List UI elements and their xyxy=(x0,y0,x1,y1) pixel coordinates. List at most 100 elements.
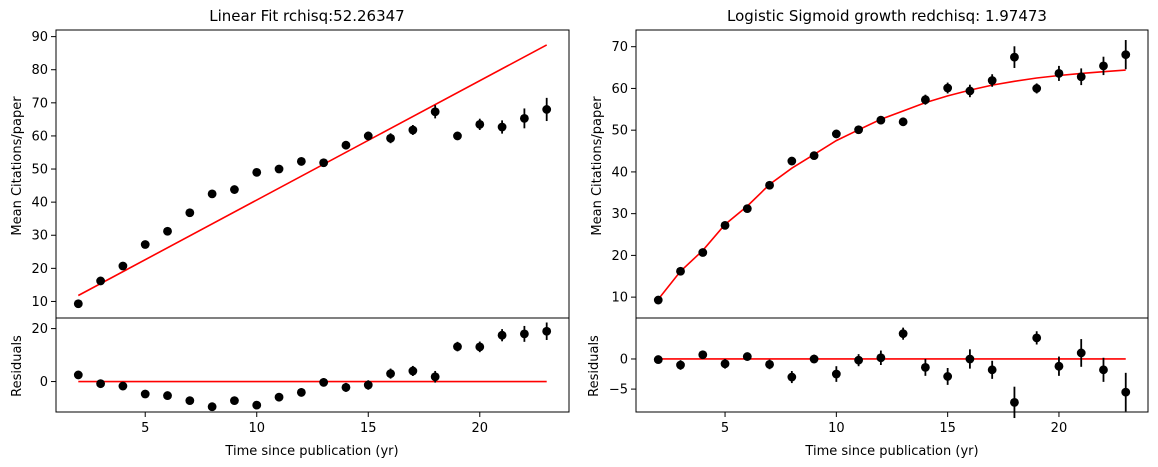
y-tick-label-left: 10 xyxy=(31,295,48,310)
residual-point-right xyxy=(742,352,752,361)
residual-y-tick-label-left: 0 xyxy=(40,375,48,390)
residual-point-left xyxy=(163,391,172,400)
data-point-left xyxy=(185,208,195,218)
residual-point-right xyxy=(854,355,864,365)
data-point-left xyxy=(252,167,262,177)
residual-point-left xyxy=(230,396,239,406)
y-tick-label-right: 20 xyxy=(611,249,628,264)
residual-point-left xyxy=(118,381,128,391)
residual-y-tick-label-right: 0 xyxy=(620,352,628,367)
residual-point-right xyxy=(676,360,685,370)
residual-point-left xyxy=(430,372,440,382)
residual-point-right xyxy=(920,363,930,372)
data-point-right xyxy=(720,220,730,230)
main-axes-frame-left xyxy=(55,29,570,319)
residual-point-left xyxy=(140,389,150,399)
x-tick-label-right: 15 xyxy=(939,421,956,436)
y-tick-label-right: 10 xyxy=(611,291,628,306)
residual-point-left xyxy=(519,329,529,339)
residual-point-right xyxy=(831,369,841,379)
residual-point-right xyxy=(1099,365,1108,375)
data-point-left xyxy=(230,185,239,194)
data-point-left xyxy=(453,131,462,141)
data-point-left xyxy=(274,164,284,174)
y-tick-label-left: 40 xyxy=(31,196,48,211)
residual-point-left xyxy=(341,382,351,392)
data-point-left xyxy=(140,240,150,249)
y-tick-label-right: 50 xyxy=(611,124,628,139)
residual-point-left xyxy=(453,342,462,351)
y-tick-label-left: 80 xyxy=(31,63,48,78)
data-point-right xyxy=(787,156,797,166)
x-tick-label-right: 5 xyxy=(721,421,729,436)
y-tick-label-right: 60 xyxy=(611,82,628,97)
residual-point-right xyxy=(698,350,708,360)
y-tick-label-right: 30 xyxy=(611,207,628,222)
data-point-right xyxy=(965,86,975,96)
y-axis-label-left: Mean Citations/paper xyxy=(10,96,25,236)
residual-y-tick-label-right: −5 xyxy=(609,383,628,398)
data-point-left xyxy=(207,189,217,199)
fit-line-left xyxy=(77,44,548,297)
residual-point-left xyxy=(475,342,485,352)
residual-point-left xyxy=(185,396,195,406)
data-point-right xyxy=(653,295,663,305)
residual-point-left xyxy=(96,379,106,389)
residual-point-left xyxy=(363,380,373,390)
residual-point-right xyxy=(965,354,975,364)
y-tick-label-left: 30 xyxy=(31,229,48,244)
data-point-right xyxy=(1099,61,1108,71)
data-point-right xyxy=(1032,84,1042,93)
residual-y-tick-label-left: 20 xyxy=(31,322,48,337)
x-axis-label-left: Time since publication (yr) xyxy=(224,444,398,459)
data-point-right xyxy=(854,125,864,135)
data-point-left xyxy=(363,131,373,141)
residual-point-right xyxy=(987,365,997,375)
data-point-left xyxy=(341,140,351,150)
data-point-right xyxy=(765,180,774,190)
data-point-left xyxy=(519,113,529,123)
residual-point-left xyxy=(408,366,418,376)
x-tick-label-left: 20 xyxy=(472,421,489,436)
data-point-left xyxy=(73,299,83,309)
y-tick-label-right: 40 xyxy=(611,165,628,180)
data-point-left xyxy=(96,276,106,286)
y-tick-label-left: 50 xyxy=(31,163,48,178)
residual-point-right xyxy=(1076,348,1086,358)
data-point-right xyxy=(987,76,997,85)
data-point-right xyxy=(698,248,708,257)
x-tick-label-right: 10 xyxy=(828,421,845,436)
residual-point-right xyxy=(653,355,663,364)
residual-point-left xyxy=(274,392,284,402)
residual-point-right xyxy=(765,359,774,369)
y-axis-label-right: Mean Citations/paper xyxy=(590,96,605,236)
y-tick-label-left: 60 xyxy=(31,129,48,144)
residual-point-right xyxy=(720,359,730,369)
data-point-left xyxy=(430,107,440,117)
data-point-right xyxy=(1054,69,1064,78)
residuals-y-label-right: Residuals xyxy=(587,335,602,397)
data-point-right xyxy=(1076,72,1086,82)
data-point-left xyxy=(386,133,395,143)
data-point-left xyxy=(542,105,552,114)
data-point-left xyxy=(319,158,329,168)
residual-point-right xyxy=(787,372,797,382)
residual-point-right xyxy=(876,353,886,363)
x-tick-label-left: 15 xyxy=(360,421,377,436)
x-tick-label-left: 10 xyxy=(248,421,265,436)
residual-point-right xyxy=(1121,387,1131,397)
data-point-right xyxy=(809,151,819,161)
data-point-left xyxy=(118,261,128,271)
y-tick-label-left: 20 xyxy=(31,262,48,277)
data-point-right xyxy=(943,83,953,93)
residual-point-left xyxy=(542,326,552,336)
residual-point-left xyxy=(386,369,395,379)
data-point-left xyxy=(163,226,172,236)
residual-point-right xyxy=(943,372,953,381)
residual-point-right xyxy=(1032,333,1042,343)
chart-title-left: Linear Fit rchisq:52.26347 xyxy=(209,7,404,25)
data-point-right xyxy=(676,266,685,276)
y-tick-label-right: 70 xyxy=(611,40,628,55)
